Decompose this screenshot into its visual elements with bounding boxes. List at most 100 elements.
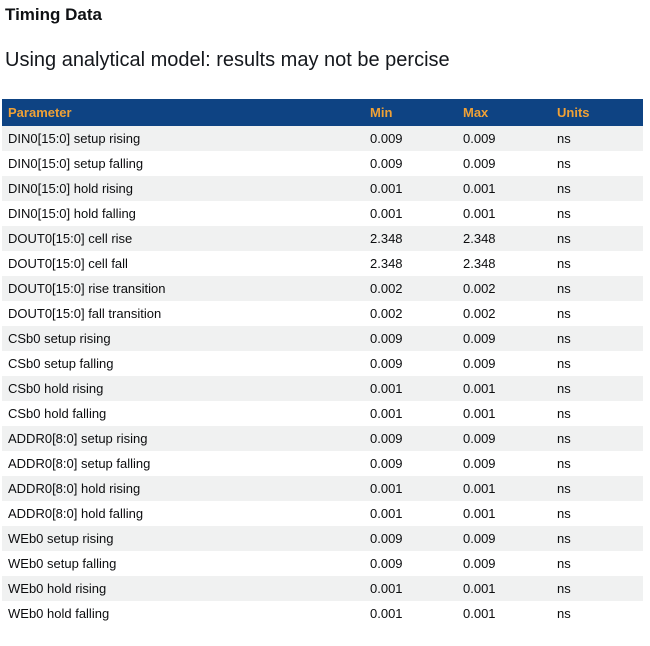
cell-parameter: DIN0[15:0] hold falling — [8, 206, 136, 221]
cell-min: 2.348 — [370, 231, 403, 246]
cell-max: 0.009 — [463, 531, 496, 546]
table-row: CSb0 setup falling 0.009 0.009 ns — [2, 351, 643, 376]
cell-min: 0.001 — [370, 606, 403, 621]
cell-units: ns — [557, 206, 571, 221]
cell-max: 0.001 — [463, 481, 496, 496]
cell-units: ns — [557, 381, 571, 396]
col-header-min: Min — [364, 99, 457, 126]
cell-max: 0.002 — [463, 281, 496, 296]
cell-units: ns — [557, 556, 571, 571]
cell-parameter: CSb0 hold rising — [8, 381, 104, 396]
cell-max: 0.001 — [463, 206, 496, 221]
cell-max: 0.009 — [463, 431, 496, 446]
cell-parameter: WEb0 setup rising — [8, 531, 114, 546]
table-header-row: Parameter Min Max Units — [2, 99, 643, 126]
table-row: DIN0[15:0] setup rising 0.009 0.009 ns — [2, 126, 643, 151]
cell-min: 0.002 — [370, 281, 403, 296]
cell-max: 0.009 — [463, 556, 496, 571]
cell-parameter: DOUT0[15:0] cell fall — [8, 256, 128, 271]
table-row: WEb0 hold rising 0.001 0.001 ns — [2, 576, 643, 601]
table-row: DOUT0[15:0] cell rise 2.348 2.348 ns — [2, 226, 643, 251]
cell-max: 0.001 — [463, 406, 496, 421]
col-header-max: Max — [457, 99, 551, 126]
cell-max: 0.009 — [463, 131, 496, 146]
page-title: Timing Data — [5, 5, 102, 24]
cell-max: 0.002 — [463, 306, 496, 321]
cell-parameter: CSb0 setup rising — [8, 331, 111, 346]
table-row: DOUT0[15:0] rise transition 0.002 0.002 ns — [2, 276, 643, 301]
cell-units: ns — [557, 406, 571, 421]
cell-units: ns — [557, 606, 571, 621]
cell-max: 2.348 — [463, 231, 496, 246]
cell-parameter: ADDR0[8:0] hold rising — [8, 481, 141, 496]
table-row: DIN0[15:0] hold rising 0.001 0.001 ns — [2, 176, 643, 201]
cell-min: 0.009 — [370, 131, 403, 146]
col-header-units: Units — [551, 99, 643, 126]
cell-min: 0.009 — [370, 431, 403, 446]
cell-parameter: WEb0 hold falling — [8, 606, 110, 621]
table-row: ADDR0[8:0] hold rising 0.001 0.001 ns — [2, 476, 643, 501]
cell-min: 2.348 — [370, 256, 403, 271]
cell-units: ns — [557, 156, 571, 171]
table-row: DIN0[15:0] setup falling 0.009 0.009 ns — [2, 151, 643, 176]
cell-units: ns — [557, 331, 571, 346]
cell-max: 2.348 — [463, 256, 496, 271]
cell-parameter: WEb0 setup falling — [8, 556, 117, 571]
cell-min: 0.001 — [370, 481, 403, 496]
table-body: DIN0[15:0] setup rising 0.009 0.009 ns DIN0[… — [2, 126, 643, 626]
cell-units: ns — [557, 431, 571, 446]
cell-max: 0.001 — [463, 381, 496, 396]
table-row: WEb0 setup falling 0.009 0.009 ns — [2, 551, 643, 576]
cell-min: 0.009 — [370, 356, 403, 371]
cell-max: 0.009 — [463, 456, 496, 471]
table-row: ADDR0[8:0] setup falling 0.009 0.009 ns — [2, 451, 643, 476]
cell-units: ns — [557, 181, 571, 196]
table-row: ADDR0[8:0] setup rising 0.009 0.009 ns — [2, 426, 643, 451]
cell-parameter: DIN0[15:0] setup rising — [8, 131, 141, 146]
cell-min: 0.009 — [370, 556, 403, 571]
table-row: WEb0 setup rising 0.009 0.009 ns — [2, 526, 643, 551]
cell-parameter: CSb0 hold falling — [8, 406, 107, 421]
cell-max: 0.001 — [463, 581, 496, 596]
cell-min: 0.001 — [370, 206, 403, 221]
cell-max: 0.009 — [463, 356, 496, 371]
cell-min: 0.001 — [370, 406, 403, 421]
cell-parameter: CSb0 setup falling — [8, 356, 114, 371]
cell-parameter: DOUT0[15:0] rise transition — [8, 281, 166, 296]
table-row: WEb0 hold falling 0.001 0.001 ns — [2, 601, 643, 626]
cell-parameter: DOUT0[15:0] fall transition — [8, 306, 162, 321]
table-row: DOUT0[15:0] fall transition 0.002 0.002 ns — [2, 301, 643, 326]
cell-min: 0.001 — [370, 581, 403, 596]
table-row: CSb0 hold rising 0.001 0.001 ns — [2, 376, 643, 401]
cell-min: 0.009 — [370, 531, 403, 546]
cell-units: ns — [557, 131, 571, 146]
table-row: ADDR0[8:0] hold falling 0.001 0.001 ns — [2, 501, 643, 526]
cell-parameter: WEb0 hold rising — [8, 581, 107, 596]
table-row: CSb0 hold falling 0.001 0.001 ns — [2, 401, 643, 426]
cell-max: 0.009 — [463, 156, 496, 171]
cell-parameter: DOUT0[15:0] cell rise — [8, 231, 133, 246]
table-row: DIN0[15:0] hold falling 0.001 0.001 ns — [2, 201, 643, 226]
col-header-parameter: Parameter — [2, 99, 364, 126]
cell-max: 0.001 — [463, 181, 496, 196]
cell-parameter: ADDR0[8:0] setup rising — [8, 431, 148, 446]
cell-units: ns — [557, 531, 571, 546]
cell-parameter: ADDR0[8:0] setup falling — [8, 456, 151, 471]
cell-max: 0.009 — [463, 331, 496, 346]
cell-max: 0.001 — [463, 606, 496, 621]
cell-min: 0.009 — [370, 456, 403, 471]
cell-parameter: DIN0[15:0] setup falling — [8, 156, 144, 171]
cell-units: ns — [557, 356, 571, 371]
table-row: DOUT0[15:0] cell fall 2.348 2.348 ns — [2, 251, 643, 276]
cell-parameter: ADDR0[8:0] hold falling — [8, 506, 144, 521]
page-subtitle: Using analytical model: results may not … — [5, 49, 450, 71]
cell-min: 0.009 — [370, 331, 403, 346]
cell-min: 0.001 — [370, 506, 403, 521]
table-row: CSb0 setup rising 0.009 0.009 ns — [2, 326, 643, 351]
cell-units: ns — [557, 306, 571, 321]
cell-units: ns — [557, 231, 571, 246]
cell-units: ns — [557, 506, 571, 521]
cell-min: 0.001 — [370, 181, 403, 196]
cell-min: 0.009 — [370, 156, 403, 171]
cell-units: ns — [557, 481, 571, 496]
